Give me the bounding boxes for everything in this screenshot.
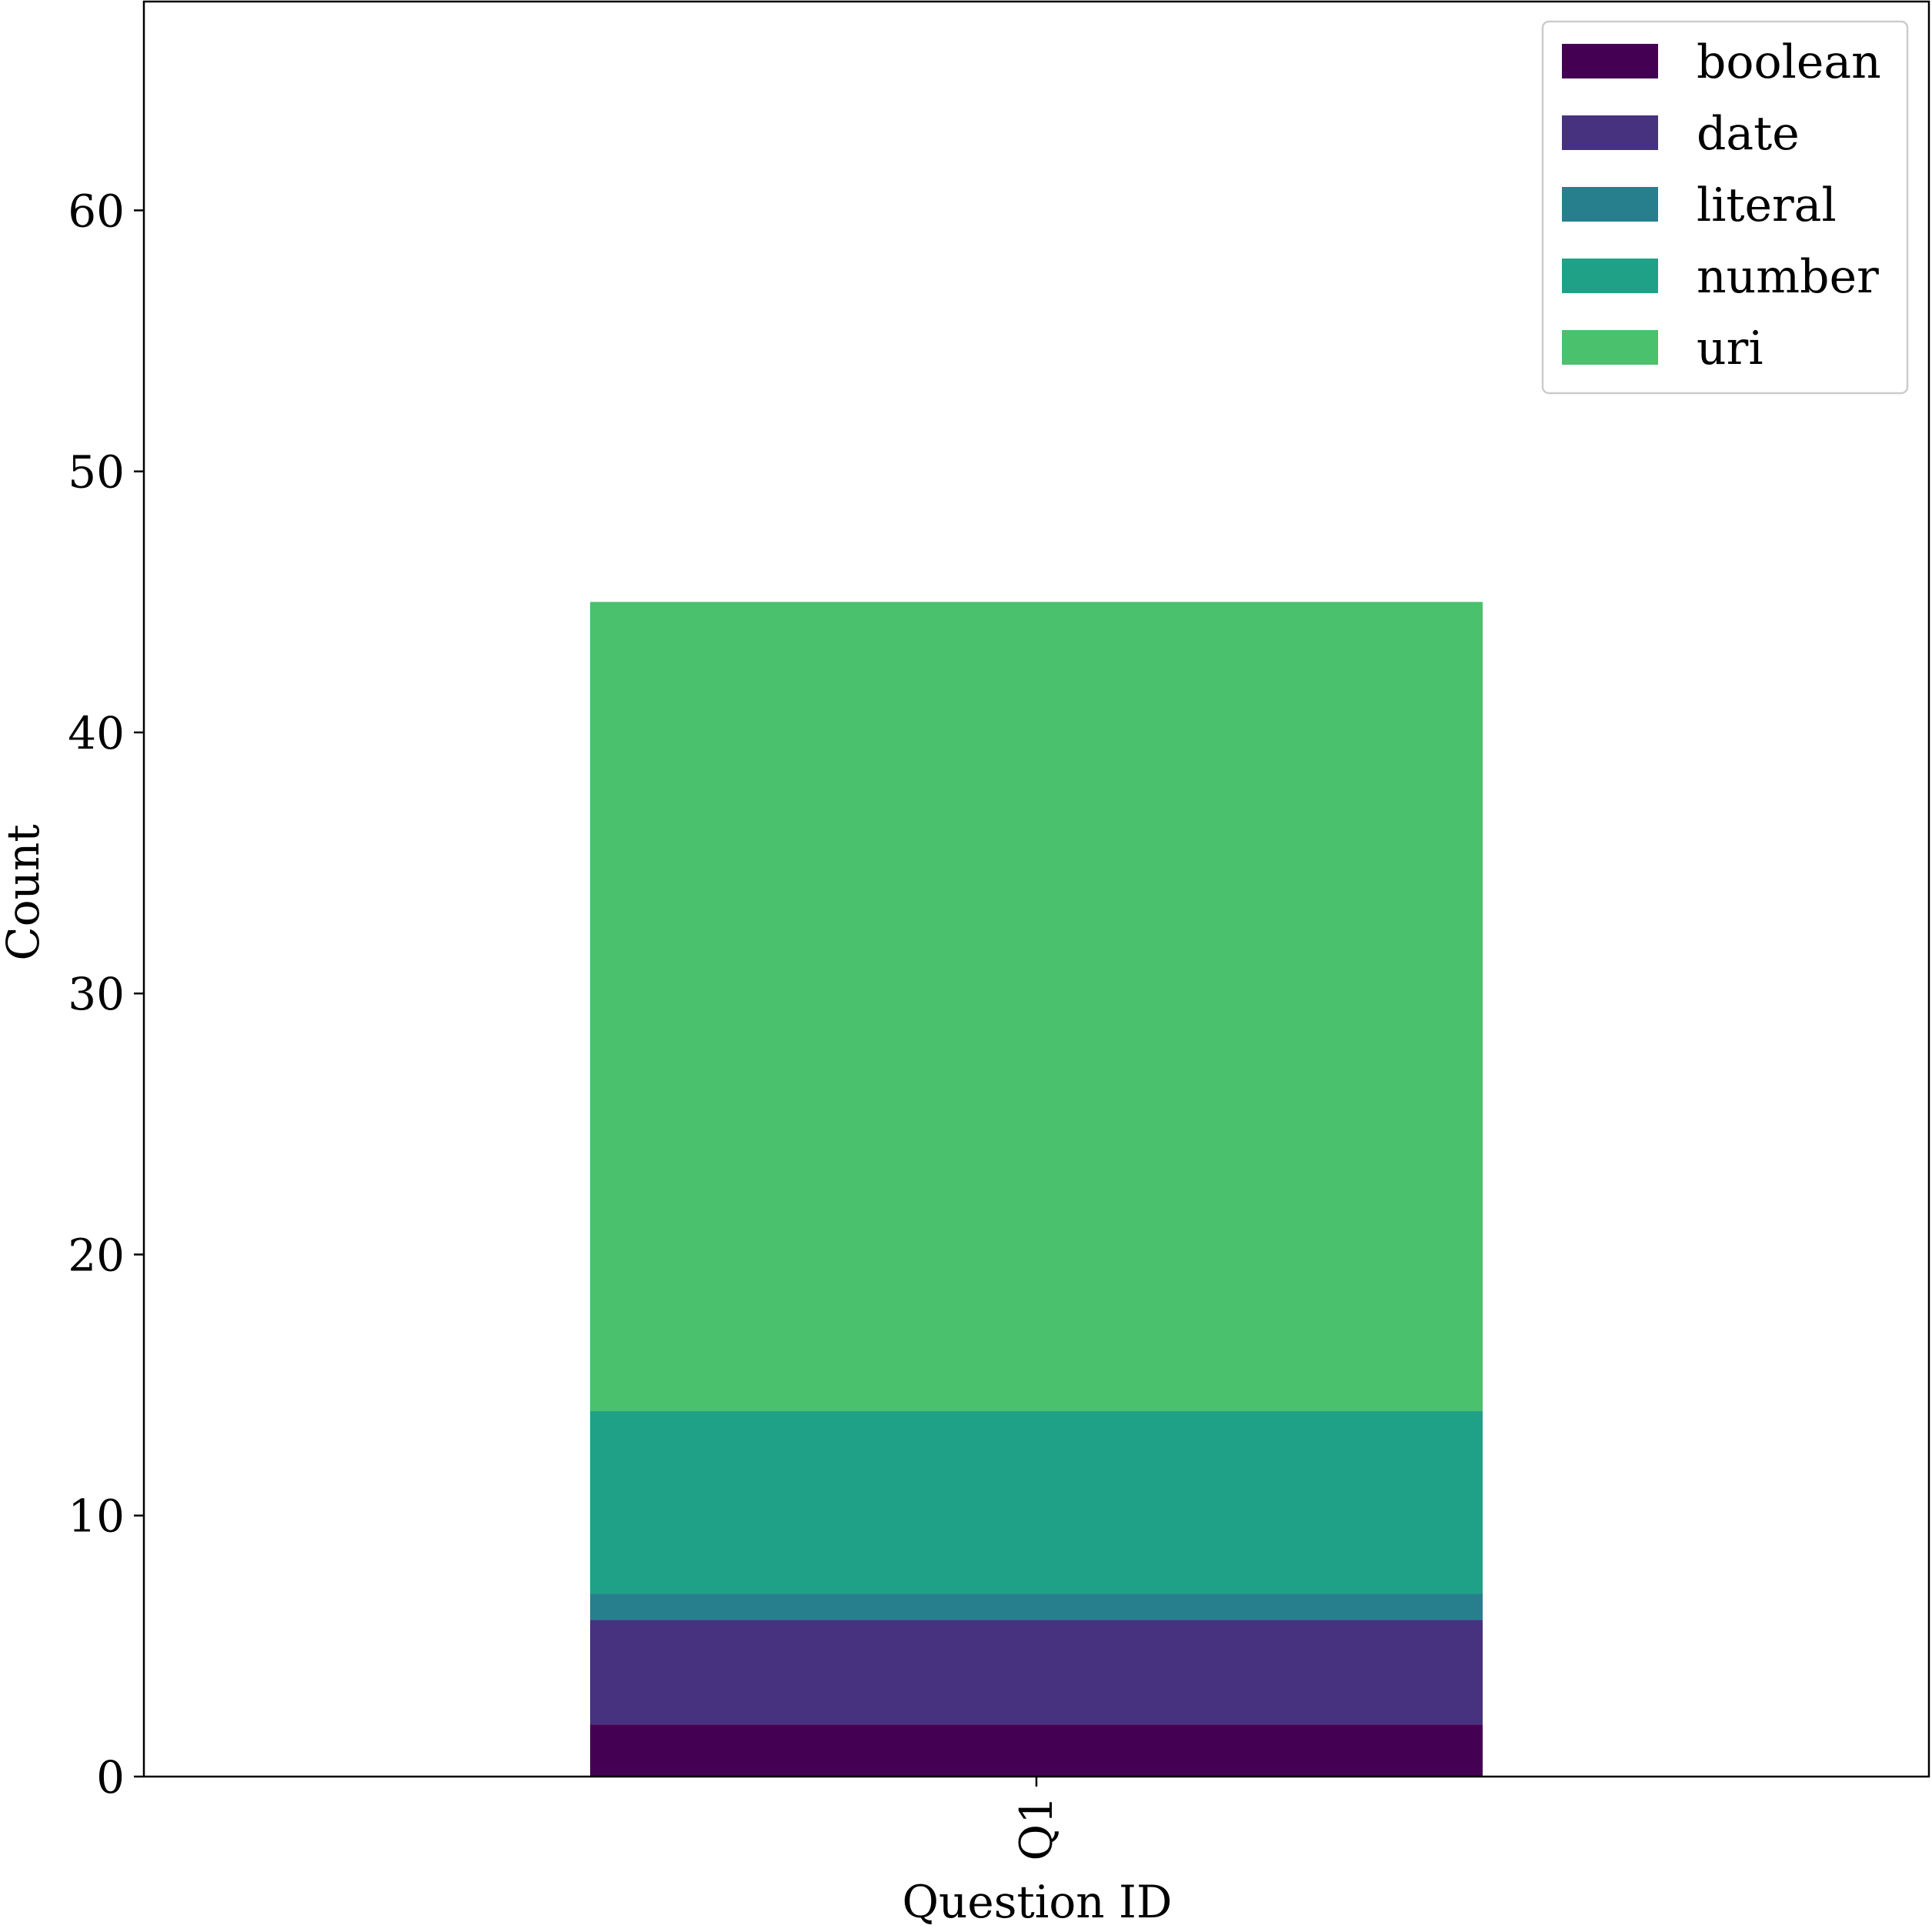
legend-swatch-literal xyxy=(1562,187,1658,222)
bar-segment-literal xyxy=(590,1593,1483,1620)
legend-swatch-number xyxy=(1562,259,1658,293)
legend-box xyxy=(1541,20,1909,395)
legend-swatch-boolean xyxy=(1562,44,1658,78)
y-tick-label: 60 xyxy=(68,185,125,237)
x-axis-label: Question ID xyxy=(903,1876,1173,1928)
legend-label-boolean: boolean xyxy=(1697,35,1881,89)
y-tick-label: 0 xyxy=(96,1751,125,1804)
legend-label-number: number xyxy=(1697,250,1879,304)
y-tick-label: 50 xyxy=(68,446,125,499)
y-tick-label: 10 xyxy=(68,1490,125,1543)
y-axis-label: Count xyxy=(0,824,49,960)
legend-swatch-uri xyxy=(1562,330,1658,365)
legend-label-uri: uri xyxy=(1697,322,1763,375)
bar-segment-boolean xyxy=(590,1724,1483,1777)
legend-label-date: date xyxy=(1697,107,1800,161)
legend: boolean date literal number uri xyxy=(1541,20,1909,395)
y-tick-label: 30 xyxy=(68,968,125,1020)
legend-swatch-date xyxy=(1562,115,1658,150)
y-tick-label: 40 xyxy=(68,707,125,759)
bar-segment-number xyxy=(590,1411,1483,1594)
ticks-layer: 0 10 20 30 40 50 60 Q1 xyxy=(68,185,1063,1860)
bars-layer xyxy=(590,602,1483,1777)
bar-segment-date xyxy=(590,1620,1483,1725)
y-tick-label: 20 xyxy=(68,1229,125,1281)
x-tick-label: Q1 xyxy=(1010,1796,1063,1860)
legend-label-literal: literal xyxy=(1697,179,1837,232)
bar-segment-uri xyxy=(590,602,1483,1412)
